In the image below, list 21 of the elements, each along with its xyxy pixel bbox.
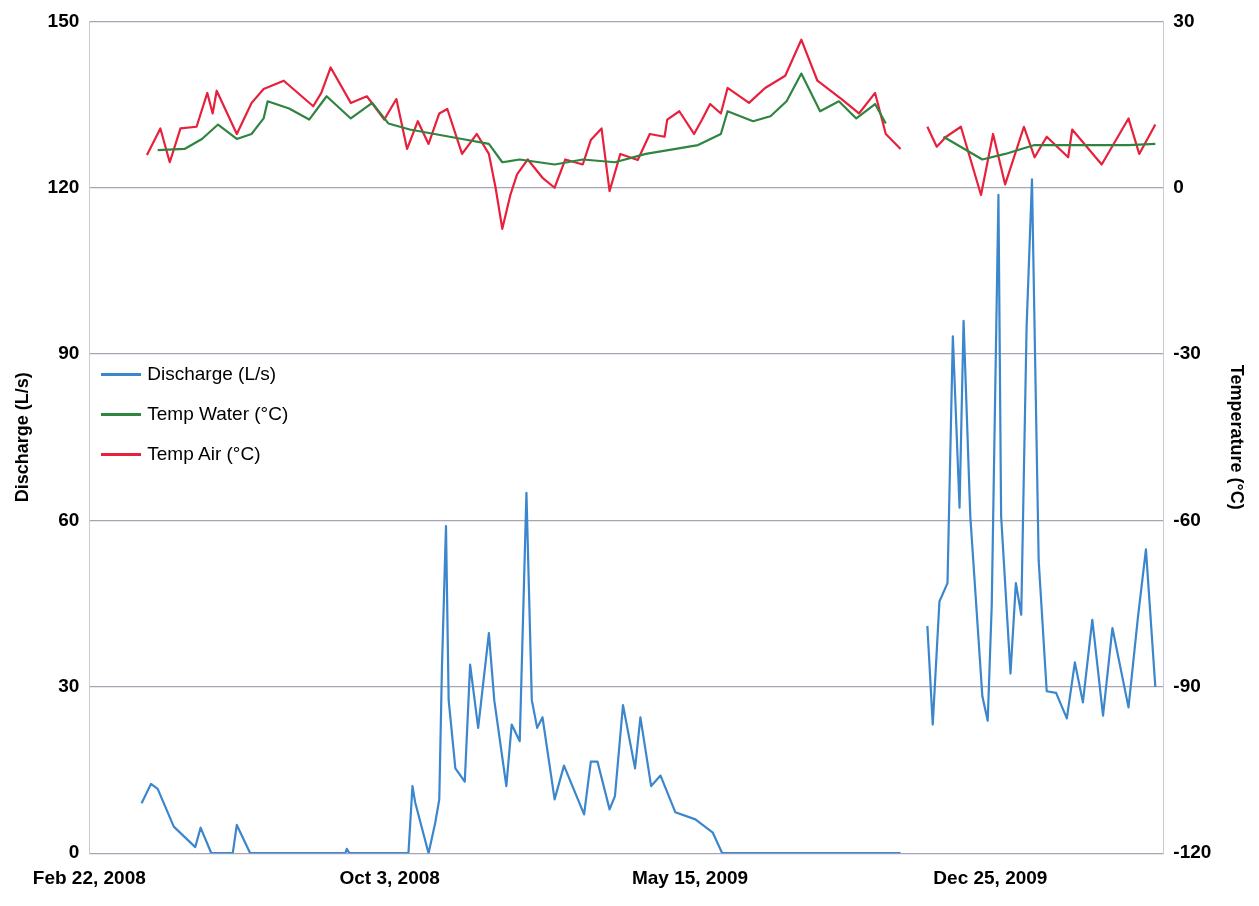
y-tick-label: 120 — [47, 175, 80, 197]
y2-tick-label: -90 — [1173, 675, 1201, 697]
y2-axis-title: Temperature (°C) — [1227, 364, 1248, 510]
x-tick-label: May 15, 2009 — [631, 866, 749, 888]
y-tick-label: 0 — [68, 841, 80, 863]
y-tick-label: 30 — [58, 675, 80, 697]
x-tick-label: Feb 22, 2008 — [32, 866, 146, 888]
y-tick-label: 60 — [58, 508, 80, 530]
y2-tick-label: -60 — [1173, 508, 1201, 530]
legend-label: Discharge (L/s) — [147, 362, 277, 387]
legend-label: Temp Air (°C) — [147, 442, 261, 467]
y2-tick-label: -120 — [1173, 841, 1212, 863]
y2-tick-label: 0 — [1173, 175, 1184, 197]
legend-label: Temp Water (°C) — [147, 402, 289, 427]
x-tick-label: Dec 25, 2009 — [933, 866, 1048, 888]
y-tick-label: 90 — [58, 342, 80, 364]
y2-tick-label: 30 — [1173, 9, 1195, 31]
x-tick-label: Oct 3, 2008 — [339, 866, 440, 888]
y2-tick-label: -30 — [1173, 342, 1201, 364]
y-tick-label: 150 — [47, 9, 80, 31]
y-axis-title: Discharge (L/s) — [11, 372, 32, 503]
